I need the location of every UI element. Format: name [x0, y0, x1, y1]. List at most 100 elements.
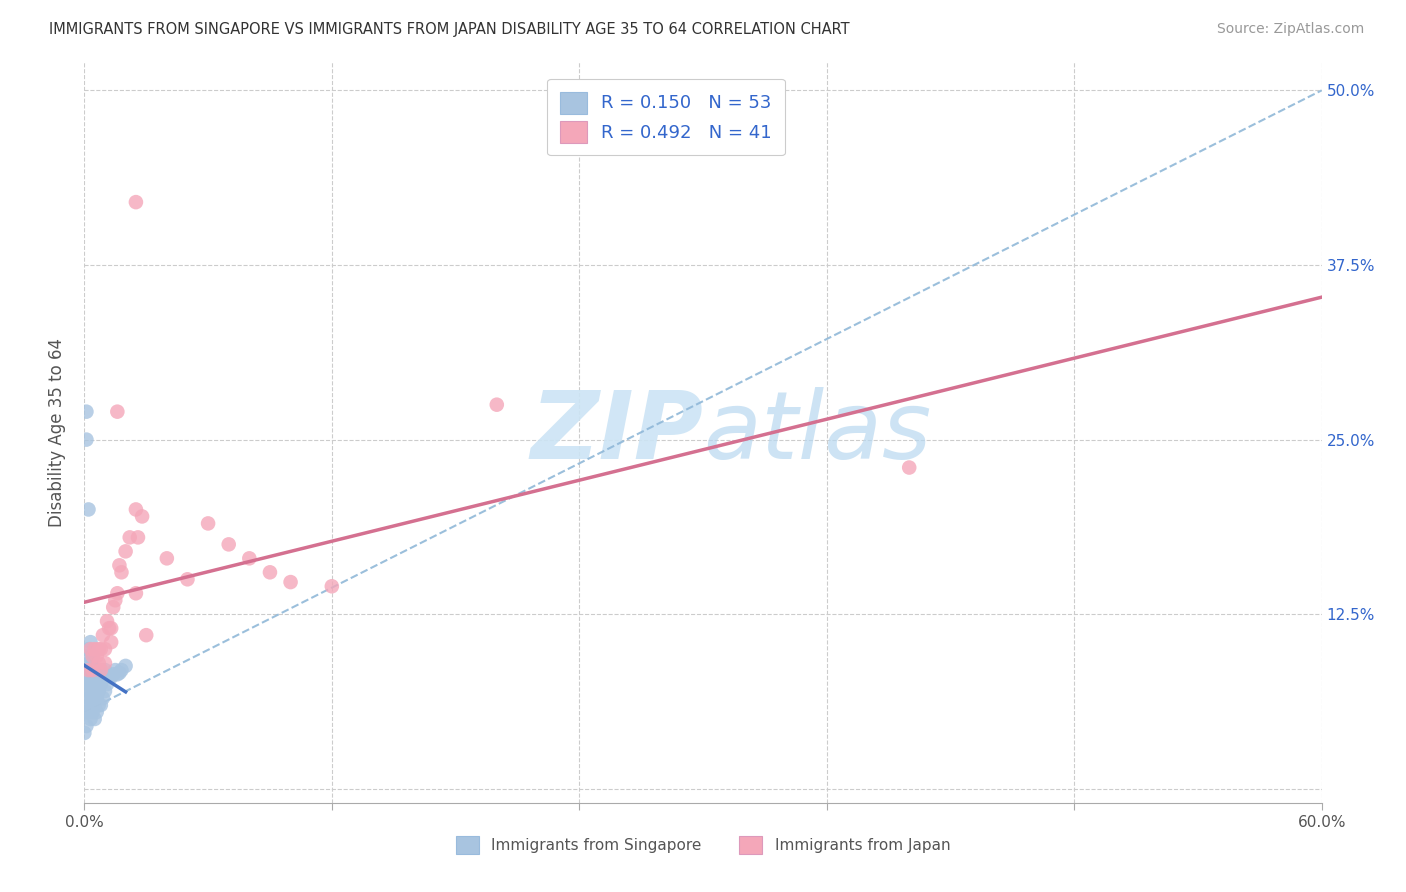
Point — [90, 642, 112, 657]
Point — [90, 677, 112, 691]
Point — [87, 663, 110, 677]
Point — [103, 667, 125, 681]
Point — [91, 670, 114, 684]
Point — [82, 705, 104, 719]
Point — [218, 537, 240, 551]
Point — [79, 642, 101, 657]
Point — [105, 586, 128, 600]
Point — [94, 663, 117, 677]
Point — [82, 670, 104, 684]
Point — [94, 642, 117, 657]
Point — [87, 684, 110, 698]
Text: IMMIGRANTS FROM SINGAPORE VS IMMIGRANTS FROM JAPAN DISABILITY AGE 35 TO 64 CORRE: IMMIGRANTS FROM SINGAPORE VS IMMIGRANTS … — [49, 22, 849, 37]
Point — [91, 628, 114, 642]
Point — [79, 677, 101, 691]
Point — [83, 698, 105, 712]
Point — [86, 670, 108, 684]
Point — [176, 572, 198, 586]
Point — [83, 712, 105, 726]
Point — [82, 663, 104, 677]
Point — [79, 698, 101, 712]
Point — [96, 614, 118, 628]
Point — [77, 705, 100, 719]
Point — [90, 663, 112, 677]
Point — [79, 663, 101, 677]
Point — [86, 691, 108, 706]
Point — [73, 726, 96, 740]
Point — [75, 670, 97, 684]
Point — [75, 705, 97, 719]
Point — [105, 405, 128, 419]
Point — [75, 433, 97, 447]
Point — [131, 509, 153, 524]
Point — [108, 665, 131, 680]
Point — [75, 649, 97, 664]
Text: Source: ZipAtlas.com: Source: ZipAtlas.com — [1216, 22, 1364, 37]
Point — [73, 698, 96, 712]
Point — [77, 691, 100, 706]
Point — [125, 502, 148, 516]
Point — [98, 621, 121, 635]
Point — [125, 195, 148, 210]
Point — [104, 663, 127, 677]
Point — [75, 684, 97, 698]
Point — [79, 656, 101, 670]
Point — [77, 502, 100, 516]
Point — [83, 642, 105, 657]
Point — [110, 663, 132, 677]
Point — [238, 551, 260, 566]
Point — [77, 677, 100, 691]
Point — [110, 566, 132, 580]
Legend: Immigrants from Singapore, Immigrants from Japan: Immigrants from Singapore, Immigrants fr… — [449, 828, 957, 862]
Point — [82, 691, 104, 706]
Point — [94, 684, 117, 698]
Text: ZIP: ZIP — [530, 386, 703, 479]
Point — [108, 558, 131, 573]
Point — [259, 566, 281, 580]
Point — [77, 663, 100, 677]
Point — [77, 656, 100, 670]
Point — [82, 649, 104, 664]
Point — [82, 677, 104, 691]
Point — [100, 670, 122, 684]
Point — [105, 667, 128, 681]
Point — [75, 719, 97, 733]
Point — [90, 698, 112, 712]
Point — [100, 635, 122, 649]
Point — [156, 551, 179, 566]
Point — [87, 642, 110, 657]
Point — [79, 712, 101, 726]
Point — [485, 398, 508, 412]
Point — [87, 656, 110, 670]
Point — [91, 691, 114, 706]
Point — [197, 516, 219, 531]
Point — [96, 677, 118, 691]
Point — [103, 600, 125, 615]
Point — [86, 649, 108, 664]
Point — [77, 670, 100, 684]
Point — [98, 670, 121, 684]
Point — [104, 593, 127, 607]
Point — [83, 663, 105, 677]
Point — [94, 656, 117, 670]
Point — [135, 628, 157, 642]
Point — [83, 684, 105, 698]
Point — [100, 621, 122, 635]
Point — [118, 530, 141, 544]
Point — [114, 659, 136, 673]
Point — [77, 642, 100, 657]
Point — [280, 575, 302, 590]
Y-axis label: Disability Age 35 to 64: Disability Age 35 to 64 — [48, 338, 66, 527]
Point — [79, 684, 101, 698]
Point — [114, 544, 136, 558]
Point — [86, 705, 108, 719]
Point — [87, 698, 110, 712]
Text: atlas: atlas — [703, 387, 931, 478]
Point — [79, 635, 101, 649]
Point — [127, 530, 149, 544]
Point — [321, 579, 343, 593]
Point — [125, 586, 148, 600]
Point — [82, 649, 104, 664]
Point — [898, 460, 921, 475]
Point — [75, 405, 97, 419]
